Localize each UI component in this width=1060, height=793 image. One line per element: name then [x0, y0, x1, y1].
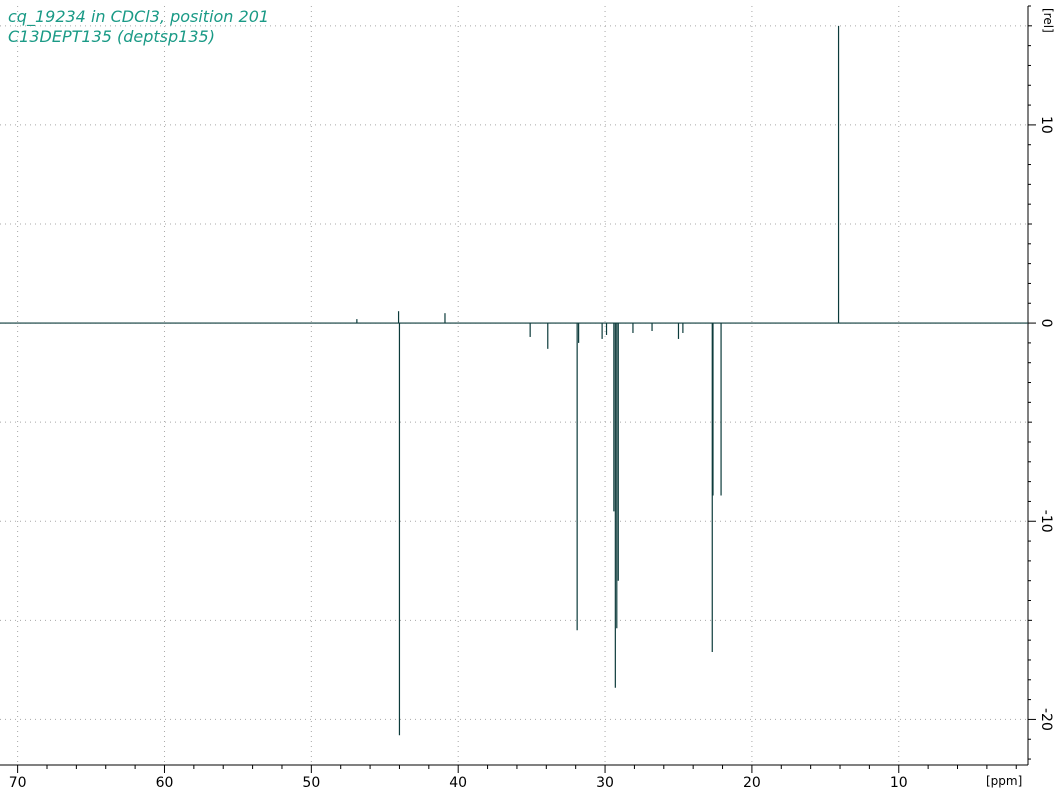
x-axis-ticks: 70 60 50 40 30 20 10 — [9, 765, 1017, 791]
axes — [0, 6, 1029, 766]
x-tick-label: 40 — [449, 775, 467, 791]
grid — [0, 6, 1028, 765]
x-tick-label: 60 — [156, 775, 174, 791]
spectrum-title-line-1: cq_19234 in CDCl3, position 201 — [8, 7, 269, 27]
spectrum-peaks — [356, 25, 840, 736]
y-axis-ticks: 10 0 -10 -20 — [1028, 5, 1054, 760]
y-tick-label: 0 — [1038, 319, 1054, 328]
y-tick-label: -20 — [1038, 708, 1054, 731]
x-tick-label: 20 — [743, 775, 761, 791]
x-tick-label: 50 — [302, 775, 320, 791]
x-tick-label: 70 — [9, 775, 27, 791]
x-unit-label: [ppm] — [986, 774, 1022, 788]
y-tick-label: 10 — [1038, 116, 1054, 134]
y-unit-label: [rel] — [1041, 8, 1055, 33]
x-tick-label: 10 — [890, 775, 908, 791]
y-tick-label: -10 — [1038, 510, 1054, 533]
spectrum-title-line-2: C13DEPT135 (deptsp135) — [8, 27, 215, 46]
x-tick-label: 30 — [596, 775, 614, 791]
